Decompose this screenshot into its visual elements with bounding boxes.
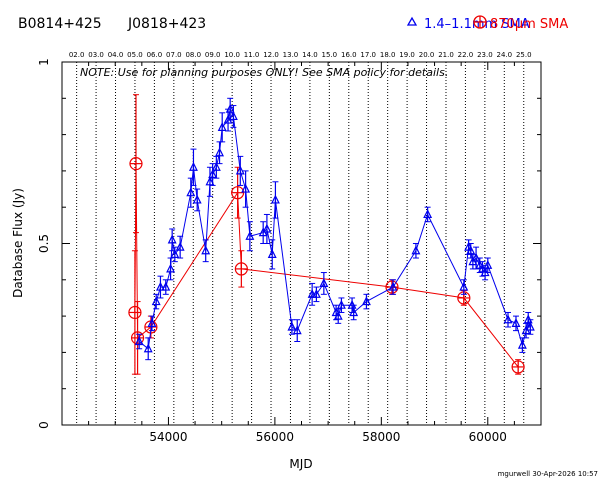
data-point [292,325,302,335]
data-point [525,321,535,331]
data-point [167,234,177,244]
data-point [228,111,238,121]
year-gridlines [76,62,525,425]
data-point [411,245,421,255]
data-point [170,249,180,258]
top-axis-labels: 02.0 03.0 04.0 05.0 06.0 07.0 08.0 09.0 10.0 11.0… [69,51,532,59]
legend-circle-cross-icon [473,15,487,29]
legend: 1.4–1.1mm SMA 870μm SMA [406,15,568,32]
data-point [201,245,211,255]
y-tick-label: 0 [37,421,51,429]
top-axis-label: 02.0 [69,51,85,59]
series-870um [128,94,525,375]
data-point [211,161,221,171]
data-point [503,314,513,324]
top-axis-label: 13.0 [283,51,299,59]
top-axis-label: 15.0 [322,51,338,59]
y-tick-label: 1 [37,58,51,66]
series-mm [134,97,535,361]
series-line [138,107,531,350]
source-name: B0814+425 [18,16,102,32]
top-axis-label: 04.0 [108,51,124,59]
data-point [361,296,371,306]
alt-name: J0818+423 [127,16,206,32]
top-axis-label: 17.0 [360,51,376,59]
data-point [175,241,185,251]
series-line [134,163,519,368]
top-axis-label: 24.0 [497,51,513,59]
footer-stamp: mgurwell 30-Apr-2026 10:57 [498,470,598,478]
data-point [134,336,144,346]
top-axis-label: 21.0 [438,51,454,59]
data-point [217,121,227,131]
top-axis-label: 10.0 [224,51,240,59]
data-point [349,307,359,317]
data-point [262,223,272,233]
top-axis-label: 07.0 [166,51,182,59]
data-point [143,343,153,353]
y-tick-labels: 00.51 [37,58,51,429]
x-tick-labels: 54000 56000 58000 60000 [149,430,507,444]
data-point [192,194,202,204]
data-point [208,169,218,179]
data-point [155,281,165,291]
data-point [517,339,527,349]
data-point [151,296,161,306]
top-axis-label: 09.0 [205,51,221,59]
legend-mm-label: 1.4–1.1mm SMA [424,17,530,32]
top-axis-label: 20.0 [419,51,435,59]
data-point [333,310,343,320]
data-point [475,259,485,269]
data-point [235,165,245,175]
top-axis-label: 23.0 [477,51,493,59]
top-axis-label: 14.0 [302,51,318,59]
top-axis-label: 18.0 [380,51,396,59]
data-point [466,245,476,255]
top-axis-label: 05.0 [127,51,143,59]
data-point [215,147,225,157]
data-point [245,230,255,240]
data-point [423,209,433,219]
data-point [511,318,521,327]
data-point [267,249,277,258]
data-point [166,263,176,273]
top-axis-label: 12.0 [263,51,279,59]
planning-note: NOTE: Use for planning purposes ONLY! Se… [80,66,448,79]
data-point [459,281,469,291]
top-axis-label: 08.0 [185,51,201,59]
top-axis-label: 11.0 [244,51,260,59]
top-axis-label: 03.0 [88,51,104,59]
legend-triangle-icon [406,16,418,26]
data-point [311,288,321,298]
x-tick-label: 54000 [149,430,187,444]
y-axis-label: Database Flux (Jy) [11,188,25,298]
data-point [186,187,196,197]
legend-870-label: 870μm SMA [490,17,568,32]
data-point [205,176,215,186]
data-point [483,259,493,269]
data-point [270,194,280,204]
data-point [319,278,329,288]
data-point [336,299,346,309]
x-tick-label: 56000 [256,430,294,444]
data-point [307,288,317,298]
data-point [388,281,398,291]
data-point [287,321,297,331]
top-axis-label: 25.0 [516,51,532,59]
top-axis-label: 16.0 [341,51,357,59]
top-axis-label: 06.0 [147,51,163,59]
data-point [161,281,171,291]
x-tick-label: 60000 [469,430,507,444]
top-axis-label: 19.0 [399,51,415,59]
data-point [188,161,198,171]
top-axis-label: 22.0 [458,51,474,59]
x-tick-label: 58000 [362,430,400,444]
x-axis-label: MJD [289,457,312,471]
data-point [225,103,235,113]
y-tick-label: 0.5 [37,234,51,253]
data-point [147,318,157,327]
data-point [241,183,251,193]
axis-ticks [61,61,542,426]
